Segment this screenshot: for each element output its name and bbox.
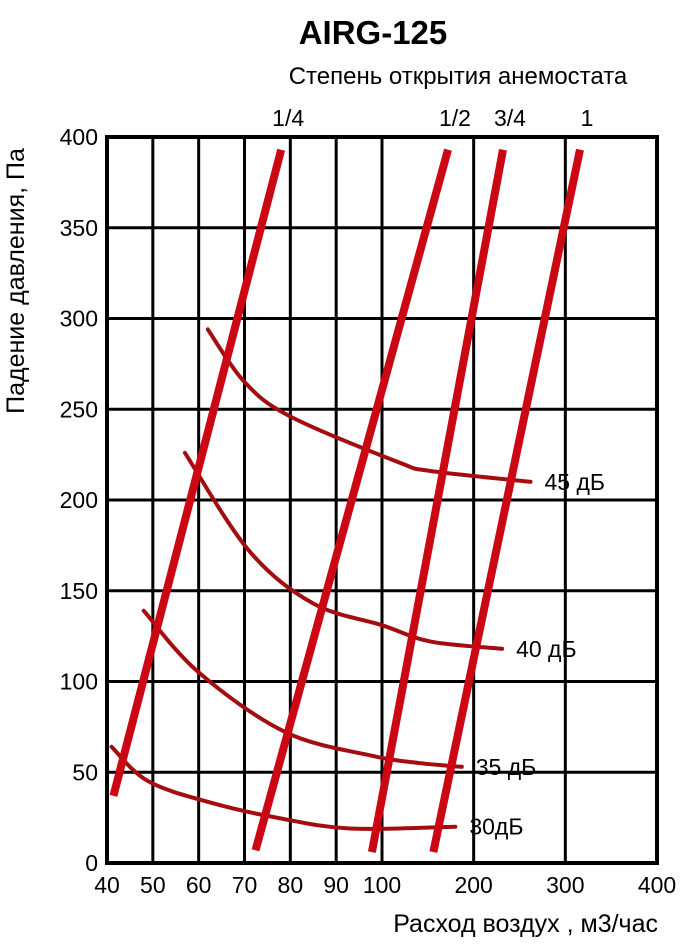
y-tick-label-0: 0	[85, 850, 98, 876]
noise-curve-label-1: 40 дБ	[516, 636, 577, 662]
opening-line-label-3: 1	[581, 105, 594, 131]
chart-title: AIRG-125	[299, 14, 448, 51]
x-tick-label-80: 80	[278, 872, 304, 898]
grid-layer	[105, 135, 659, 865]
x-tick-label-50: 50	[140, 872, 166, 898]
noise-curve-0	[205, 327, 533, 484]
opening-line-3	[429, 148, 584, 853]
y-tick-label-300: 300	[60, 306, 98, 332]
noise-curve-label-0: 45 дБ	[545, 469, 606, 495]
opening-line-2	[367, 148, 507, 853]
noise-curve-1	[182, 450, 505, 651]
labels-layer: 45 дБ 40 дБ 35 дБ 30дБ 1/4 1/2 3/4 1 40 50 60 70 80 9…	[60, 105, 677, 898]
noise-curve-2	[141, 608, 464, 769]
x-tick-label-40: 40	[94, 872, 120, 898]
x-tick-label-100: 100	[363, 872, 401, 898]
x-tick-label-200: 200	[454, 872, 492, 898]
noise-curve-label-2: 35 дБ	[476, 754, 537, 780]
y-tick-label-400: 400	[60, 124, 98, 150]
x-tick-label-90: 90	[323, 872, 349, 898]
y-tick-label-350: 350	[60, 215, 98, 241]
x-tick-label-400: 400	[638, 872, 676, 898]
y-tick-label-200: 200	[60, 487, 98, 513]
opening-line-label-0: 1/4	[272, 105, 304, 131]
opening-line-1	[251, 148, 452, 852]
noise-curve-label-3: 30дБ	[469, 814, 523, 840]
opening-line-label-2: 3/4	[494, 105, 526, 131]
x-axis-title: Расход воздух , м3/час	[393, 910, 658, 938]
noise-curves-layer	[109, 327, 533, 831]
y-tick-label-150: 150	[60, 578, 98, 604]
top-axis-title: Степень открытия анемостата	[289, 63, 628, 90]
opening-lines-layer	[109, 148, 584, 853]
y-tick-label-50: 50	[72, 759, 98, 785]
opening-line-label-1: 1/2	[439, 105, 471, 131]
y-tick-label-100: 100	[60, 669, 98, 695]
y-tick-label-250: 250	[60, 396, 98, 422]
plot-border	[105, 135, 659, 865]
y-axis-title: Падение давления, Па	[2, 148, 30, 414]
x-tick-label-300: 300	[546, 872, 584, 898]
x-tick-label-70: 70	[232, 872, 258, 898]
opening-line-0	[109, 148, 286, 797]
x-tick-label-60: 60	[186, 872, 212, 898]
